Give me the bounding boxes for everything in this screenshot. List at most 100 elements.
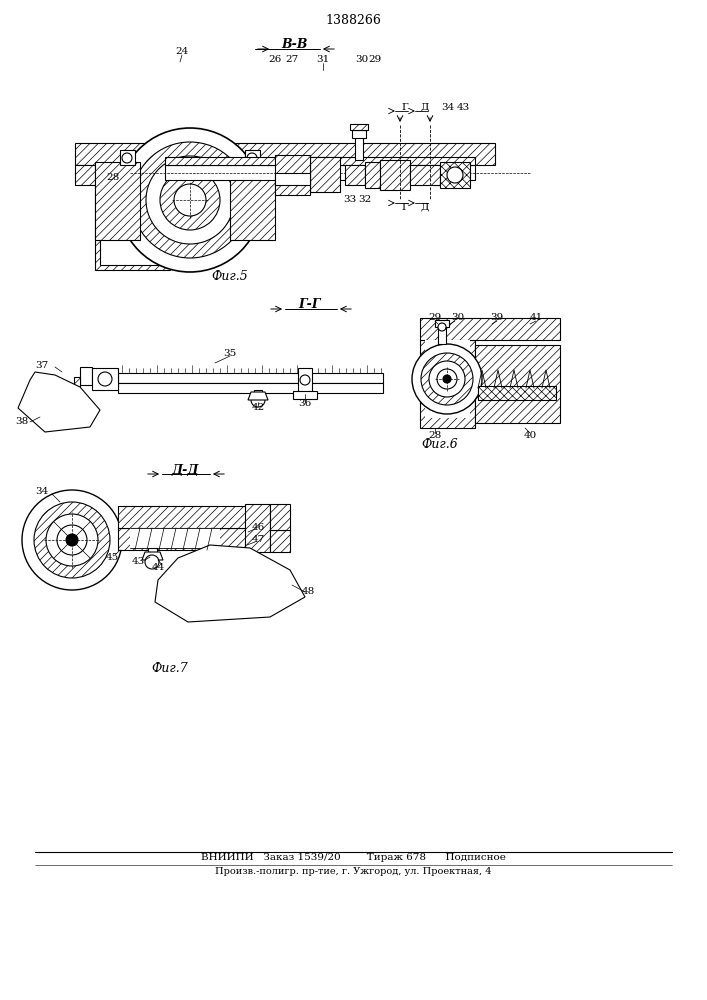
Text: 46: 46	[252, 522, 264, 532]
Text: ВНИИПИ   Заказ 1539/20        Тираж 678      Подписное: ВНИИПИ Заказ 1539/20 Тираж 678 Подписное	[201, 854, 506, 862]
Text: 27: 27	[286, 55, 298, 64]
Circle shape	[247, 153, 257, 163]
Circle shape	[22, 490, 122, 590]
Bar	[355, 135, 363, 160]
Text: 38: 38	[16, 418, 28, 426]
Polygon shape	[215, 552, 233, 560]
Bar	[435, 165, 465, 185]
Polygon shape	[18, 372, 100, 432]
Bar	[74, 377, 80, 387]
Circle shape	[34, 502, 110, 578]
Circle shape	[438, 323, 446, 331]
Bar	[95, 165, 170, 270]
Circle shape	[443, 375, 451, 383]
Text: Фиг.6: Фиг.6	[421, 438, 458, 452]
Bar	[270, 504, 290, 530]
Text: 40: 40	[523, 432, 537, 440]
Bar	[220, 548, 228, 560]
Text: Д-Д: Д-Д	[171, 464, 199, 477]
Polygon shape	[248, 392, 268, 400]
Bar	[475, 345, 560, 423]
Bar	[100, 170, 165, 265]
Circle shape	[132, 142, 248, 258]
Text: 28: 28	[428, 432, 442, 440]
Bar	[148, 548, 157, 560]
Text: В-В: В-В	[282, 38, 308, 51]
Circle shape	[447, 167, 463, 183]
Text: 32: 32	[358, 196, 372, 205]
Circle shape	[66, 534, 78, 546]
Text: 28: 28	[106, 174, 119, 182]
Polygon shape	[155, 545, 305, 622]
Text: 1388266: 1388266	[325, 13, 381, 26]
Bar	[118, 383, 383, 393]
Circle shape	[145, 555, 159, 569]
Bar	[435, 320, 449, 327]
Circle shape	[429, 361, 465, 397]
Bar	[410, 165, 440, 185]
Text: 24: 24	[175, 47, 189, 56]
Text: 43: 43	[132, 558, 145, 566]
Text: 42: 42	[252, 403, 264, 412]
Circle shape	[218, 556, 230, 568]
Text: 37: 37	[35, 360, 49, 369]
Circle shape	[118, 128, 262, 272]
Bar	[254, 390, 262, 400]
Circle shape	[412, 344, 482, 414]
Text: Д: Д	[421, 103, 429, 111]
Text: 36: 36	[298, 399, 312, 408]
Bar	[245, 504, 270, 552]
Circle shape	[98, 372, 112, 386]
Bar	[165, 157, 475, 165]
Bar	[130, 528, 220, 548]
Text: 34: 34	[441, 103, 455, 111]
Bar	[352, 130, 366, 138]
Text: 30: 30	[451, 314, 464, 322]
Bar	[118, 506, 273, 528]
Bar	[270, 530, 290, 552]
Circle shape	[46, 514, 98, 566]
Bar	[75, 165, 105, 185]
Bar	[245, 150, 260, 165]
Bar	[478, 386, 556, 400]
Polygon shape	[142, 552, 163, 560]
Text: 26: 26	[269, 55, 281, 64]
Text: 39: 39	[491, 314, 503, 322]
Bar	[275, 155, 310, 195]
Text: Г-Г: Г-Г	[299, 298, 321, 312]
Bar	[230, 162, 275, 240]
Text: 30: 30	[356, 55, 368, 64]
Circle shape	[57, 525, 87, 555]
Circle shape	[122, 153, 132, 163]
Circle shape	[146, 156, 234, 244]
Bar	[365, 162, 380, 188]
Text: 33: 33	[344, 196, 356, 205]
Text: 29: 29	[428, 314, 442, 322]
Bar	[425, 340, 470, 418]
Bar	[293, 391, 317, 399]
Text: 47: 47	[252, 536, 264, 544]
Bar	[310, 157, 340, 192]
Circle shape	[437, 369, 457, 389]
Bar	[165, 165, 475, 180]
Text: Г: Г	[402, 103, 409, 111]
Text: 29: 29	[368, 55, 382, 64]
Bar	[118, 373, 383, 383]
Text: 41: 41	[530, 314, 543, 322]
Bar	[350, 124, 368, 130]
Circle shape	[160, 170, 220, 230]
Bar	[440, 162, 470, 188]
Circle shape	[174, 184, 206, 216]
Text: Д: Д	[421, 202, 429, 212]
Text: Фиг.7: Фиг.7	[151, 662, 188, 674]
Bar	[75, 143, 495, 165]
Bar	[95, 162, 140, 240]
Text: Произв.-полигр. пр-тие, г. Ужгород, ул. Проектная, 4: Произв.-полигр. пр-тие, г. Ужгород, ул. …	[215, 866, 491, 876]
Text: Г: Г	[402, 202, 409, 212]
Text: 31: 31	[316, 55, 329, 64]
Bar	[275, 173, 310, 185]
Text: 34: 34	[35, 488, 49, 496]
Text: 45: 45	[105, 552, 119, 562]
Bar	[420, 340, 475, 428]
Bar	[438, 324, 446, 344]
